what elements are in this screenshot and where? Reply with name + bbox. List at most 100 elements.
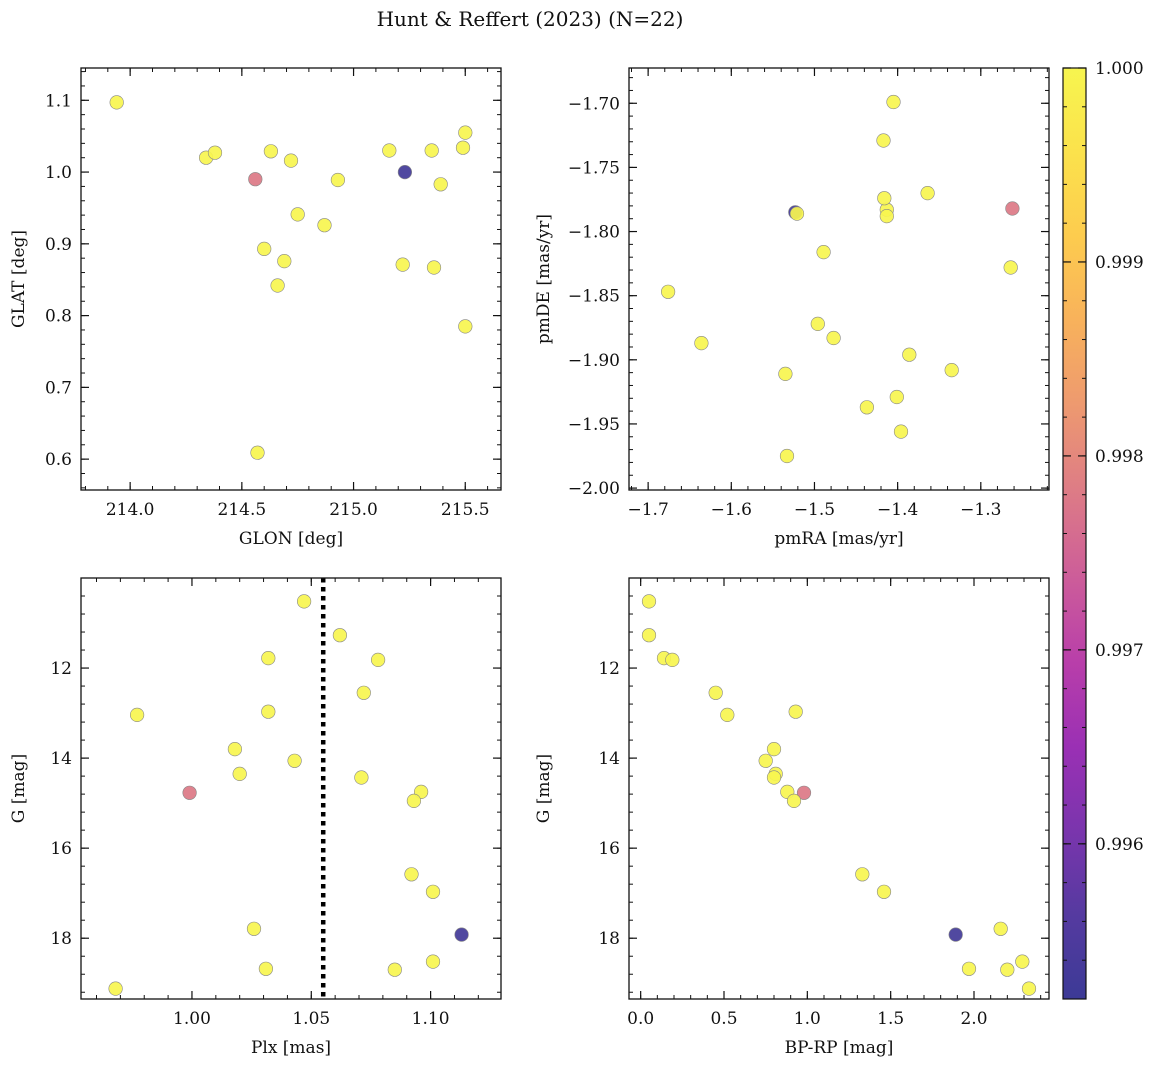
data-point [248,172,263,187]
data-point [1015,954,1030,969]
y-axis-label: pmDE [mas/yr] [534,214,554,344]
data-point [902,347,917,362]
data-point [920,186,935,201]
x-tick-label: 215.5 [441,500,490,520]
data-point [720,707,735,723]
y-axis-label: G [mag] [534,754,554,823]
x-tick-label: 2.0 [960,1009,987,1029]
data-point [788,704,803,719]
data-point [287,753,302,768]
x-tick-label: 214.0 [106,500,155,520]
data-point [1005,201,1020,216]
data-point [786,793,802,809]
data-point [257,241,272,256]
plx-g-points [108,594,469,996]
x-tick-label: 1.00 [173,1009,211,1029]
y-axis-label: GLAT [deg] [9,230,29,328]
x-tick-label: 214.5 [218,500,267,520]
data-point [232,766,247,782]
data-point [877,191,892,206]
figure-title: Hunt & Reffert (2023) (N=22) [377,7,684,31]
data-point [826,330,841,346]
data-point [789,206,805,221]
y-tick-label: 0.6 [45,450,72,470]
data-point [454,927,469,942]
data-point [270,278,285,293]
data-point [182,785,197,800]
data-point [387,962,402,977]
x-tick-label: 1.10 [412,1009,450,1029]
data-point [961,961,977,976]
y-tick-label: −1.85 [568,287,620,307]
data-point [227,741,242,757]
colorbar-tick-label: 0.998 [1095,447,1144,467]
data-point [766,770,782,785]
data-point [859,400,875,415]
data-point [332,628,348,643]
y-axis-label: G [mag] [9,754,29,823]
axes-frame [80,67,502,491]
data-point [258,961,274,976]
panel-plx-g: 1.00 1.05 1.10 12 14 16 18 Plx [mas] G [mag] [9,577,502,1058]
data-point [816,245,831,260]
colorbar-tick-label: 1.000 [1095,59,1144,79]
data-point [876,884,892,899]
data-point [458,319,473,334]
data-point [1003,260,1018,275]
data-point [425,954,441,969]
x-axis-label: pmRA [mas/yr] [774,529,903,549]
x-tick-label: −1.6 [711,500,752,520]
x-axis-label: Plx [mas] [251,1038,331,1058]
data-point [261,650,276,666]
y-tick-label: −2.00 [568,479,620,499]
data-point [458,125,473,140]
y-tick-label: 0.8 [45,307,72,327]
y-tick-label: −1.75 [568,158,620,178]
data-point [893,424,909,439]
y-tick-label: 16 [598,839,620,859]
glon-glat-points [109,95,473,460]
axes-frame [628,67,1050,491]
data-point [354,770,369,785]
data-point [993,921,1008,936]
glon-glat-ticks: 214.0 214.5 215.0 215.5 0.6 0.7 0.8 0.9 1.0 1.1 [45,68,501,520]
data-point [665,652,680,668]
axes-frame [628,577,1050,1000]
panel-glon-glat: 214.0 214.5 215.0 215.5 0.6 0.7 0.8 0.9 1.0 1.1 GL… [9,67,502,549]
data-point [246,921,262,936]
x-tick-label: −1.3 [960,500,1001,520]
data-point [426,260,442,275]
bprp-g-points [641,594,1037,996]
data-point [397,165,413,180]
data-point [356,685,371,700]
data-point [641,594,657,609]
pmra-pmde-ticks: −1.7 −1.6 −1.5 −1.4 −1.3 −2.00 −1.95 −1.90 −1.85… [568,68,1049,520]
y-tick-label: −1.70 [568,94,620,114]
data-point [876,133,891,148]
data-point [297,594,312,609]
data-point [207,145,223,160]
data-point [948,927,963,942]
data-point [886,94,901,110]
y-tick-label: 16 [50,839,72,859]
data-point [109,95,124,110]
data-point [433,177,448,192]
data-point [944,363,959,378]
data-point [425,884,441,899]
panel-pmra-pmde: −1.7 −1.6 −1.5 −1.4 −1.3 −2.00 −1.95 −1.90 −1.85… [534,67,1050,549]
data-point [708,685,723,700]
data-point [879,209,894,224]
y-tick-label: 1.0 [45,163,72,183]
y-tick-label: −1.95 [568,415,620,435]
data-point [108,981,123,996]
y-tick-label: 18 [50,929,72,949]
pmra-pmde-points [660,94,1020,464]
data-point [796,785,812,800]
data-point [641,628,657,643]
x-tick-label: −1.4 [877,500,918,520]
data-point [766,741,782,757]
data-point [382,143,397,158]
x-tick-label: 1.5 [877,1009,904,1029]
data-point [395,257,410,272]
data-point [694,336,709,351]
